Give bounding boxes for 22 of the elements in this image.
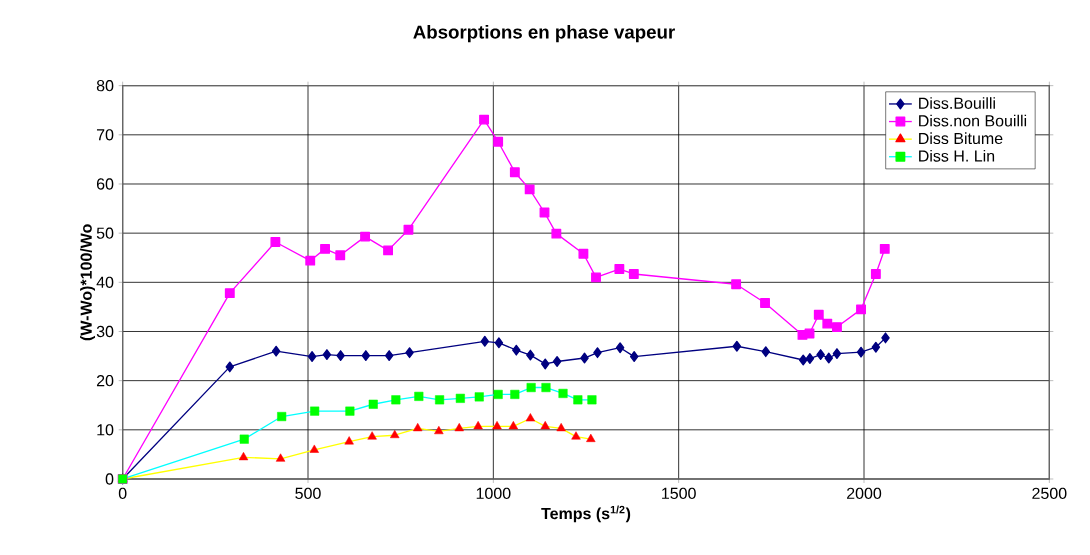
x-tick-label: 2500 — [1032, 487, 1067, 500]
x-tick-label: 500 — [295, 487, 321, 500]
y-tick-label: 70 — [96, 129, 114, 141]
x-tick-label: 1500 — [662, 487, 696, 500]
y-tick-label: 80 — [96, 80, 114, 92]
x-tick-label: 1000 — [476, 487, 511, 500]
legend-label: Diss.non Bouilli — [919, 114, 1027, 127]
legend-label: Diss Bitume — [919, 132, 1003, 145]
legend-label: Diss H. Lin — [919, 149, 995, 162]
y-tick-label: 40 — [96, 276, 114, 288]
y-tick-label: 10 — [97, 424, 114, 436]
x-axis-title: Temps (s$^{1/2}$) — [541, 505, 631, 523]
y-tick-label: 20 — [96, 374, 114, 387]
legend-label: Diss.Bouilli — [919, 97, 995, 109]
x-tick-label: 0 — [118, 487, 127, 500]
chart-title: Absorptions en phase vapeur — [413, 24, 675, 43]
y-tick-label: 50 — [96, 227, 114, 239]
y-tick-label: 0 — [105, 473, 114, 485]
y-axis-title: (W-Wo)*100/Wo — [80, 224, 96, 341]
y-tick-label: 30 — [96, 325, 114, 338]
y-tick-label: 60 — [96, 178, 114, 190]
x-tick-label: 2000 — [847, 487, 882, 500]
